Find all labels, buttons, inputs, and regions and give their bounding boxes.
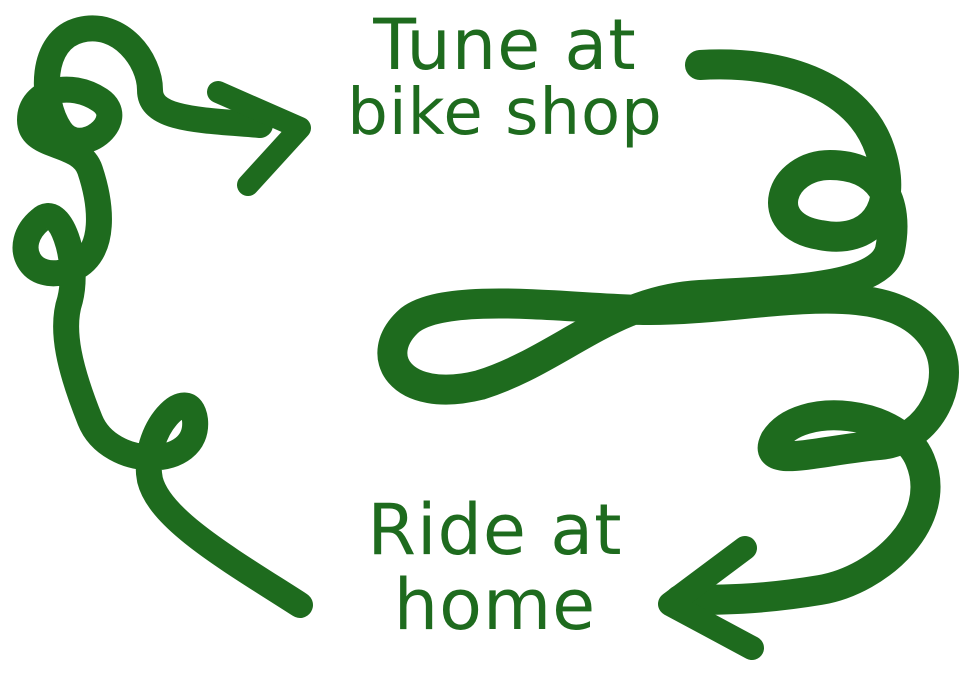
left-ribbon — [12, 15, 313, 618]
right-arrowhead — [658, 536, 764, 660]
top-label-line1: Tune at — [373, 4, 637, 86]
bottom-label-line1: Ride at — [367, 489, 623, 571]
top-label-line2: bike shop — [347, 76, 663, 151]
tune-at-bike-shop-label: Tune at bike shop — [320, 4, 690, 151]
left-ribbon-arrow — [12, 15, 313, 618]
ride-at-home-label: Ride at home — [340, 489, 650, 647]
right-ribbon-arrow — [377, 49, 959, 660]
left-arrowhead — [207, 81, 311, 196]
bottom-label-line2: home — [393, 564, 597, 647]
right-ribbon — [377, 49, 959, 615]
